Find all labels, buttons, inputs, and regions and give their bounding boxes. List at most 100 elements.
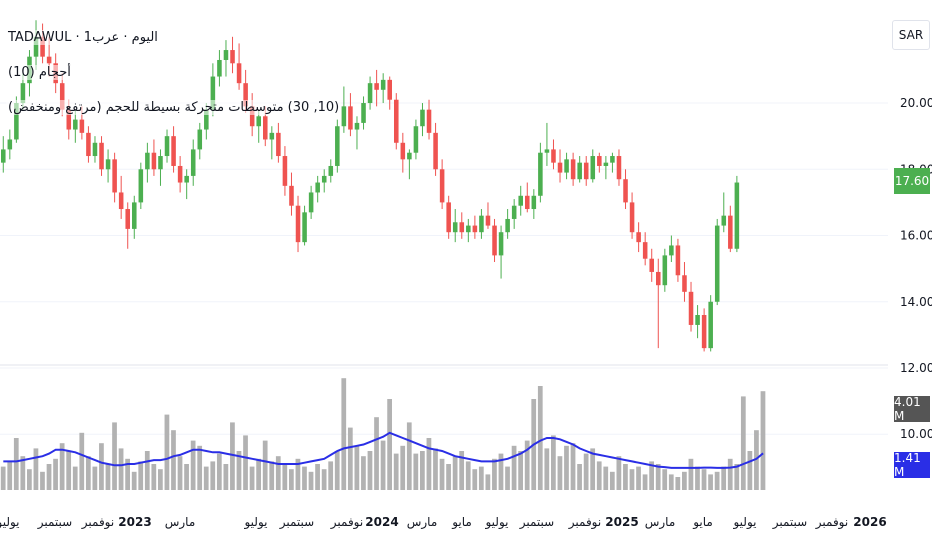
candle-body — [656, 271, 661, 286]
volume-bar — [668, 474, 674, 490]
volume-bar — [420, 451, 425, 490]
candle-body — [164, 136, 170, 157]
candle-body — [413, 126, 419, 153]
volume-bar — [131, 471, 137, 490]
volume-bar — [465, 461, 471, 490]
candle-body — [636, 232, 641, 243]
candle-body — [282, 156, 288, 186]
volume-bar — [243, 435, 248, 490]
volume-bar — [269, 461, 275, 490]
volume-bar — [295, 458, 301, 490]
candle-body — [79, 119, 85, 133]
time-axis-label: مايو — [451, 515, 472, 530]
candle-body — [538, 152, 543, 196]
volume-bar — [688, 458, 694, 490]
legend-ma[interactable]: (10, 30) متوسطات متحركة بسيطة للحجم (مرت… — [6, 100, 342, 115]
volume-bar — [230, 422, 235, 490]
candle-body — [132, 202, 137, 229]
currency-button[interactable]: SAR — [892, 20, 930, 50]
candle-body — [33, 36, 39, 57]
time-axis-label: 2023 — [118, 515, 151, 529]
volume-bar — [537, 386, 543, 490]
volume-bar — [125, 458, 130, 490]
candle-body — [557, 162, 563, 173]
volume-bar — [570, 443, 576, 490]
volume-bar — [289, 469, 294, 490]
price-tick-label: 20.00 — [900, 96, 932, 110]
candle-body — [662, 255, 668, 286]
candle-body — [171, 136, 176, 166]
volume-bar — [197, 445, 203, 490]
candle-body — [472, 225, 478, 233]
candle-body — [433, 132, 438, 170]
volume-bar — [256, 458, 261, 490]
volume-bar — [59, 443, 65, 490]
candle-body — [642, 242, 648, 259]
candle-body — [544, 149, 550, 153]
volume-bar — [262, 440, 268, 490]
volume-bar — [740, 396, 746, 490]
time-axis-label: مارس — [407, 515, 438, 530]
candle-body — [217, 59, 222, 77]
volume-bar — [66, 451, 72, 490]
chart-grid — [0, 102, 888, 435]
volume-bar — [341, 378, 347, 490]
candle-body — [138, 169, 144, 203]
volume-bar — [46, 464, 52, 490]
volume-bar — [112, 422, 117, 490]
candle-body — [151, 152, 157, 170]
volume-bar — [334, 451, 340, 490]
candle-body — [210, 76, 216, 110]
candle-body — [243, 83, 248, 107]
candle-body — [308, 192, 314, 213]
candle-body — [184, 175, 189, 183]
volume-bar — [524, 440, 530, 490]
candle-body — [204, 109, 209, 130]
candle-body — [158, 156, 163, 170]
volume-bar — [138, 461, 144, 490]
candle-body — [112, 159, 117, 193]
volume-bar — [99, 443, 104, 490]
volume-bar — [629, 469, 635, 490]
candle-body — [734, 182, 740, 249]
time-axis-label: يوليو — [243, 515, 267, 530]
candle-body — [380, 79, 386, 90]
volume-bar — [682, 471, 687, 490]
candle-body — [426, 109, 432, 133]
legend-symbol[interactable]: TADAWUL · 1اليوم · عرب — [6, 30, 160, 45]
volume-bar — [603, 466, 609, 490]
candle-body — [302, 212, 307, 243]
candle-body — [295, 205, 301, 243]
candle-body — [361, 103, 366, 123]
candle-body — [394, 99, 399, 143]
candle-body — [263, 116, 268, 140]
volume-bar — [164, 414, 170, 490]
volume-bar — [387, 399, 392, 490]
time-axis-label: يوليو — [0, 515, 20, 530]
candle-body — [675, 245, 681, 276]
candle-body — [485, 215, 491, 226]
volume-bar — [210, 461, 216, 490]
candle-body — [20, 83, 26, 104]
volume-bar — [505, 466, 510, 490]
candle-body — [629, 202, 635, 233]
candle-body — [14, 103, 19, 140]
candle-body — [289, 185, 294, 206]
candle-body — [125, 209, 130, 229]
candle-body — [348, 106, 353, 130]
candle-body — [99, 142, 104, 170]
candle-body — [616, 156, 622, 180]
candle-body — [145, 152, 150, 170]
volume-bar — [374, 417, 379, 490]
time-axis-label: مارس — [165, 515, 196, 530]
volume-bar — [577, 464, 582, 490]
volume-bar — [623, 464, 628, 490]
time-axis-label: نوفمبر — [81, 515, 114, 530]
legend-volume[interactable]: أحجام (10) — [6, 65, 73, 80]
volume-bar — [0, 466, 6, 490]
volume-bar — [478, 466, 484, 490]
volume-bar — [754, 430, 759, 490]
candle-body — [354, 122, 360, 130]
candle-body — [190, 149, 196, 176]
time-axis-label: نوفمبر — [815, 515, 848, 530]
